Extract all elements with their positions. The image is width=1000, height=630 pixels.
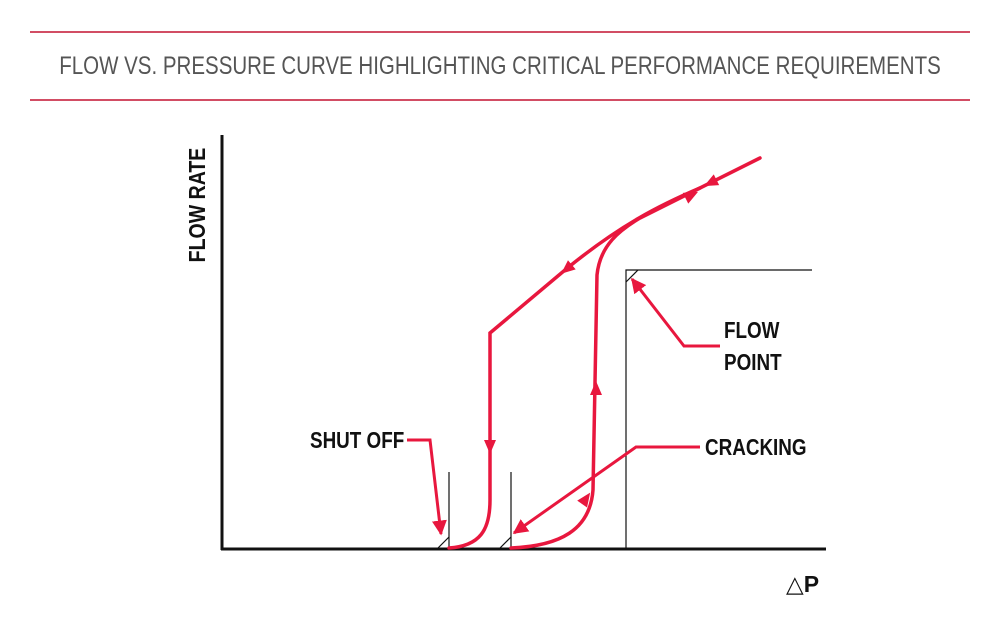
cracking-label: CRACKING <box>705 435 807 460</box>
curves <box>447 156 762 550</box>
curve-arrows <box>484 174 720 508</box>
flow-point-label: FLOW <box>724 318 780 343</box>
flow-point-label: POINT <box>724 350 782 375</box>
shut-off-label: SHUT OFF <box>310 428 404 453</box>
title: FLOW VS. PRESSURE CURVE HIGHLIGHTING CRI… <box>59 51 941 79</box>
y-axis-label: FLOW RATE <box>185 148 211 263</box>
leaders <box>407 277 720 536</box>
x-axis-label: △P <box>786 571 819 597</box>
reference-lines <box>436 269 812 550</box>
